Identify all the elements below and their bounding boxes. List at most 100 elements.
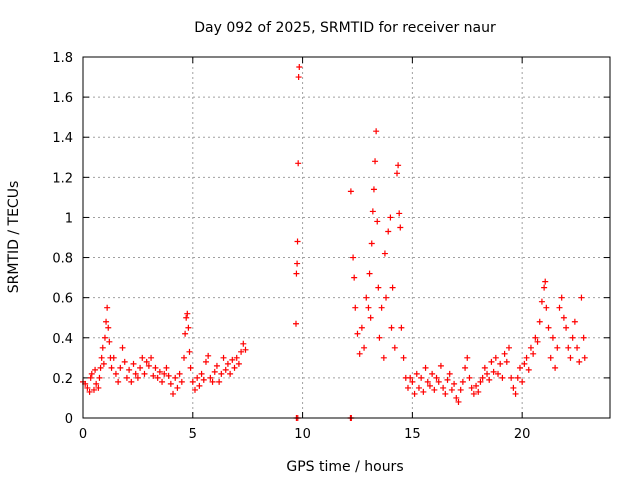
data-point: [101, 334, 108, 341]
data-point: [167, 380, 174, 387]
data-point: [200, 376, 207, 383]
data-point: [508, 374, 515, 381]
data-point: [563, 324, 570, 331]
data-point: [191, 386, 198, 393]
data-point: [532, 334, 539, 341]
data-point: [186, 348, 193, 355]
data-point: [534, 338, 541, 345]
grid-lines: [83, 57, 610, 418]
data-point: [350, 254, 357, 261]
data-point: [159, 378, 166, 385]
data-point: [123, 374, 130, 381]
data-point: [571, 318, 578, 325]
data-point: [459, 378, 466, 385]
data-point: [448, 386, 455, 393]
data-point: [183, 314, 190, 321]
data-point: [295, 74, 302, 81]
data-point: [87, 374, 94, 381]
data-point: [388, 324, 395, 331]
data-point: [187, 364, 194, 371]
data-point: [216, 378, 223, 385]
data-point: [407, 374, 414, 381]
data-point: [373, 128, 380, 135]
data-point: [93, 380, 100, 387]
data-point: [150, 372, 157, 379]
data-point: [415, 384, 422, 391]
data-point: [369, 208, 376, 215]
data-point: [220, 354, 227, 361]
data-point: [154, 374, 161, 381]
y-tick-label: 1: [65, 211, 73, 226]
data-point: [376, 334, 383, 341]
data-point: [163, 364, 170, 371]
data-point: [372, 158, 379, 165]
data-point: [365, 304, 372, 311]
data-point: [569, 334, 576, 341]
data-point: [519, 378, 526, 385]
data-point: [356, 350, 363, 357]
data-point: [581, 354, 588, 361]
data-point: [96, 374, 103, 381]
x-axis-label: GPS time / hours: [286, 459, 403, 475]
data-point: [536, 318, 543, 325]
data-point: [105, 324, 112, 331]
x-tick-label: 5: [189, 427, 197, 442]
data-point: [440, 384, 447, 391]
data-point: [143, 358, 150, 365]
data-point: [516, 364, 523, 371]
data-point: [429, 370, 436, 377]
data-point: [172, 374, 179, 381]
data-point: [527, 344, 534, 351]
data-point: [185, 324, 192, 331]
data-point: [103, 318, 110, 325]
data-point: [235, 360, 242, 367]
data-point: [374, 218, 381, 225]
data-point: [165, 372, 172, 379]
data-point: [145, 362, 152, 369]
data-point: [468, 384, 475, 391]
data-point: [503, 358, 510, 365]
data-point: [543, 304, 550, 311]
data-point: [222, 366, 229, 373]
data-point: [98, 354, 105, 361]
data-point: [576, 358, 583, 365]
data-point: [499, 374, 506, 381]
data-point: [470, 390, 477, 397]
data-point: [466, 374, 473, 381]
data-point: [112, 370, 119, 377]
data-point: [292, 320, 299, 327]
data-point: [99, 344, 106, 351]
data-point: [148, 354, 155, 361]
data-point: [530, 350, 537, 357]
data-point: [106, 338, 113, 345]
data-point: [565, 344, 572, 351]
data-point: [189, 378, 196, 385]
data-point: [121, 358, 128, 365]
data-point: [104, 304, 111, 311]
data-point: [211, 368, 218, 375]
data-point: [97, 364, 104, 371]
data-point: [385, 228, 392, 235]
data-point: [227, 370, 234, 377]
data-point: [422, 364, 429, 371]
data-point: [538, 298, 545, 305]
y-tick-label: 1.6: [52, 91, 73, 106]
y-tick-label: 0.2: [52, 372, 73, 387]
data-point: [367, 314, 374, 321]
data-point: [126, 366, 133, 373]
data-point: [510, 384, 517, 391]
data-point: [86, 388, 93, 395]
data-point: [130, 360, 137, 367]
data-point: [394, 170, 401, 177]
data-point: [435, 378, 442, 385]
data-point: [490, 368, 497, 375]
data-point: [224, 360, 231, 367]
data-point: [431, 386, 438, 393]
data-point: [475, 388, 482, 395]
data-point: [354, 330, 361, 337]
data-point: [156, 368, 163, 375]
x-tick-label: 10: [294, 427, 311, 442]
data-point: [378, 304, 385, 311]
data-point: [363, 294, 370, 301]
data-point: [294, 238, 301, 245]
